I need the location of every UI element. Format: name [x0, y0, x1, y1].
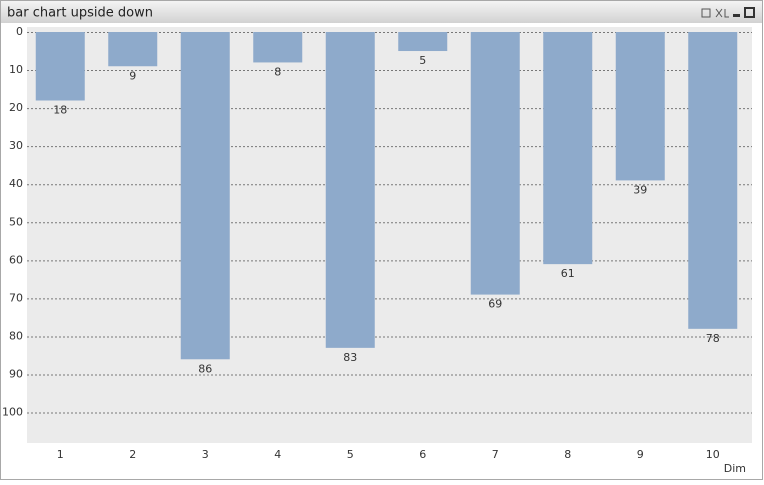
bar [688, 32, 738, 329]
x-tick-label: 8 [564, 448, 571, 461]
y-tick-label: 30 [9, 139, 23, 152]
x-tick-label: 10 [706, 448, 720, 461]
excel-icon[interactable] [715, 8, 729, 18]
bar [35, 32, 85, 101]
caption-icons[interactable] [701, 7, 755, 18]
bar [253, 32, 303, 63]
bar [543, 32, 593, 265]
value-label: 5 [419, 54, 426, 67]
y-tick-label: 60 [9, 253, 23, 266]
x-tick-label: 7 [492, 448, 499, 461]
x-tick-label: 3 [202, 448, 209, 461]
x-tick-label: 6 [419, 448, 426, 461]
x-tick-label: 4 [274, 448, 281, 461]
value-label: 78 [706, 332, 720, 345]
x-tick-label: 1 [57, 448, 64, 461]
print-icon[interactable] [701, 8, 711, 18]
y-tick-label: 70 [9, 291, 23, 304]
x-axis-label: Dim [724, 462, 746, 475]
y-tick-label: 10 [9, 63, 23, 76]
y-tick-label: 90 [9, 368, 23, 381]
minimize-icon[interactable] [733, 14, 740, 17]
x-tick-label: 2 [129, 448, 136, 461]
value-label: 83 [343, 351, 357, 364]
value-label: 39 [633, 183, 647, 196]
bar [325, 32, 375, 348]
value-label: 8 [274, 65, 281, 78]
value-label: 61 [561, 267, 575, 280]
y-tick-label: 20 [9, 101, 23, 114]
bar [108, 32, 158, 67]
y-tick-label: 100 [2, 406, 23, 419]
x-tick-label: 5 [347, 448, 354, 461]
y-tick-label: 0 [16, 25, 23, 38]
bar [398, 32, 448, 52]
caption-bar [1, 1, 762, 23]
bar [615, 32, 665, 181]
y-tick-label: 50 [9, 215, 23, 228]
value-label: 69 [488, 298, 502, 311]
maximize-icon[interactable] [744, 7, 755, 18]
value-label: 18 [53, 104, 67, 117]
bar [470, 32, 520, 295]
y-tick-label: 80 [9, 329, 23, 342]
value-label: 9 [129, 69, 136, 82]
x-tick-label: 9 [637, 448, 644, 461]
value-label: 86 [198, 362, 212, 375]
bar [180, 32, 230, 360]
y-tick-label: 40 [9, 177, 23, 190]
chart-title: bar chart upside down [7, 6, 153, 21]
